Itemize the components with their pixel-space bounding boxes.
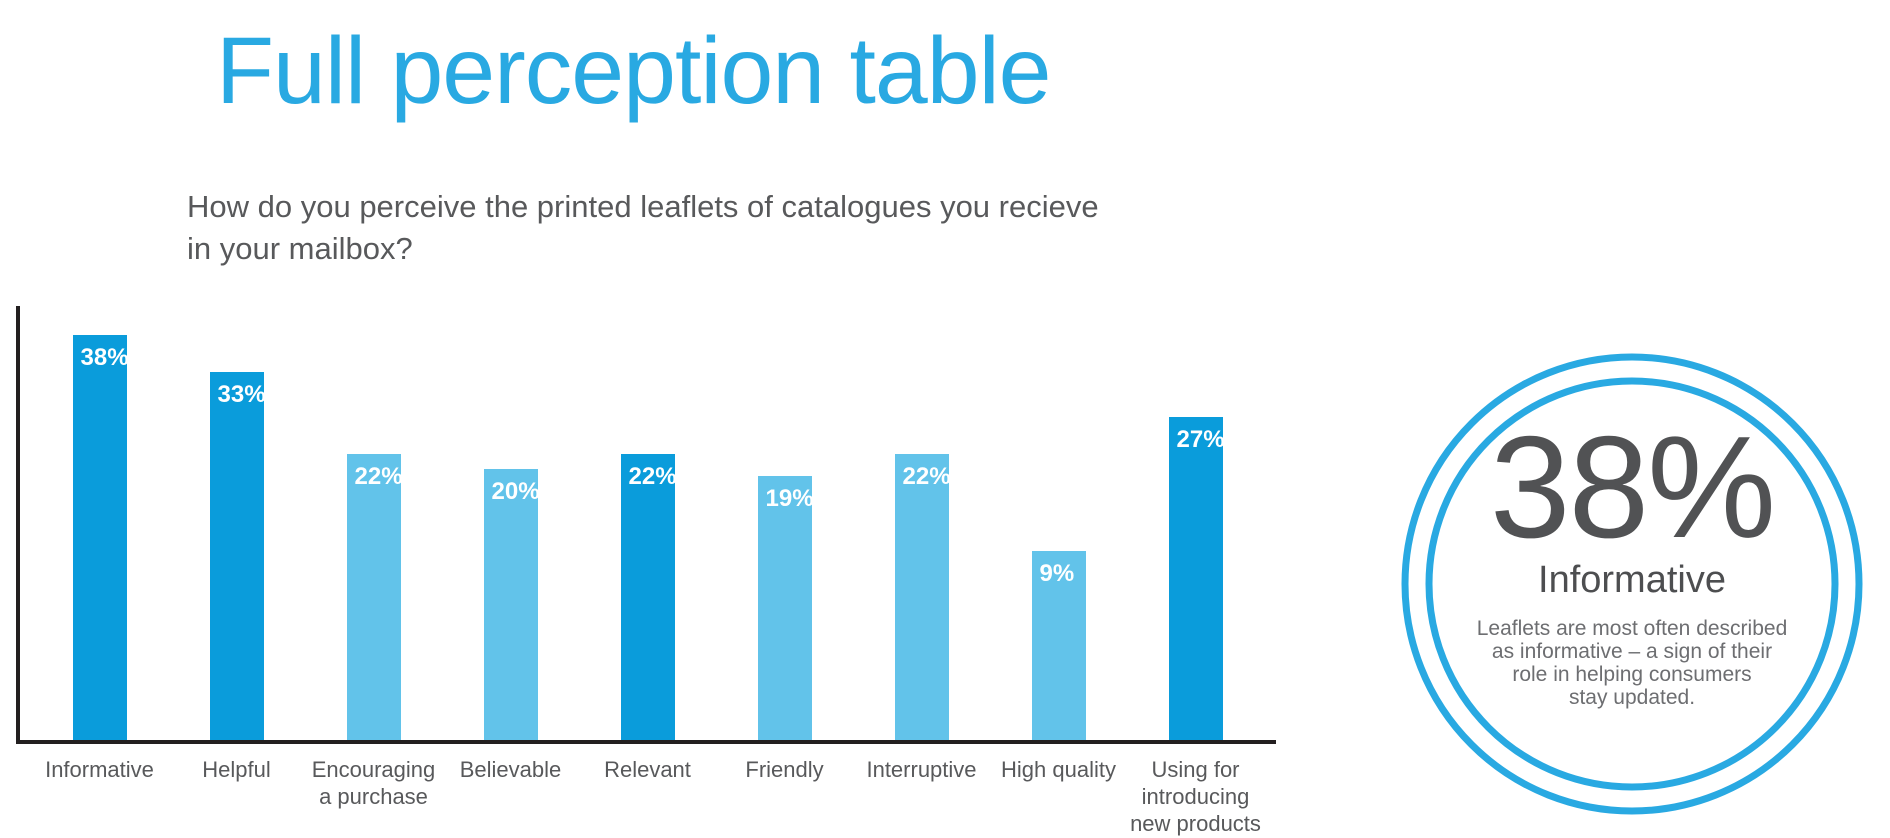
highlight-circle-callout: 38% Informative Leaflets are most often … xyxy=(1401,353,1863,815)
bar-relevant: 22% xyxy=(620,454,677,744)
callout-stat-value: 38% xyxy=(1489,406,1776,568)
inner-ring xyxy=(1425,377,1839,791)
x-axis-label-helpful: Helpful xyxy=(202,757,271,782)
outer-ring xyxy=(1401,353,1863,815)
x-axis-label-high-quality: High quality xyxy=(1001,757,1116,782)
callout-stat-label: Informative xyxy=(1538,559,1726,601)
page-title: Full perception table xyxy=(216,18,1052,124)
bar-high-quality: 9% xyxy=(1031,551,1086,744)
x-axis-label-encouraging-a-purchase: Encouraging a purchase xyxy=(311,757,436,809)
x-axis-label-believable: Believable xyxy=(459,757,562,782)
bar-value-label: 22% xyxy=(354,463,403,490)
bar-value-label: 22% xyxy=(628,463,677,490)
bar-encouraging-a-purchase: 22% xyxy=(346,454,403,744)
bar-value-label: 33% xyxy=(217,381,266,408)
bar-value-label: 27% xyxy=(1176,426,1225,453)
bar-interruptive: 22% xyxy=(894,454,951,744)
bar-chart: 38% 33% 22% 20% 22% 19% 22% 9% 27% Informative He… xyxy=(16,306,1276,836)
x-axis-label-relevant: Relevant xyxy=(604,757,691,782)
callout-description: Leaflets are most often described as inf… xyxy=(1476,617,1788,709)
x-axis-label-interruptive: Interruptive xyxy=(866,757,977,782)
x-axis-label-informative: Informative xyxy=(45,757,154,782)
survey-question: How do you perceive the printed leaflets… xyxy=(187,189,1099,266)
bar-value-label: 20% xyxy=(491,478,540,505)
x-axis-label-friendly: Friendly xyxy=(745,757,824,782)
bar-friendly: 19% xyxy=(757,476,814,744)
bar-helpful: 33% xyxy=(209,372,266,744)
bar-using-for-introducing-new-products: 27% xyxy=(1168,417,1225,744)
bar-value-label: 38% xyxy=(80,344,129,371)
bar-value-label: 22% xyxy=(902,463,951,490)
double-ring-circle-icon xyxy=(1401,353,1863,815)
x-axis-line xyxy=(16,740,1276,744)
x-axis-label-using-for-introducing-new-products: Using for introducing new products xyxy=(1130,757,1261,836)
bar-informative: 38% xyxy=(72,335,129,744)
bar-value-label: 9% xyxy=(1039,560,1075,587)
bar-value-label: 19% xyxy=(765,485,814,512)
bar-believable: 20% xyxy=(483,469,540,744)
y-axis-line xyxy=(16,306,20,744)
